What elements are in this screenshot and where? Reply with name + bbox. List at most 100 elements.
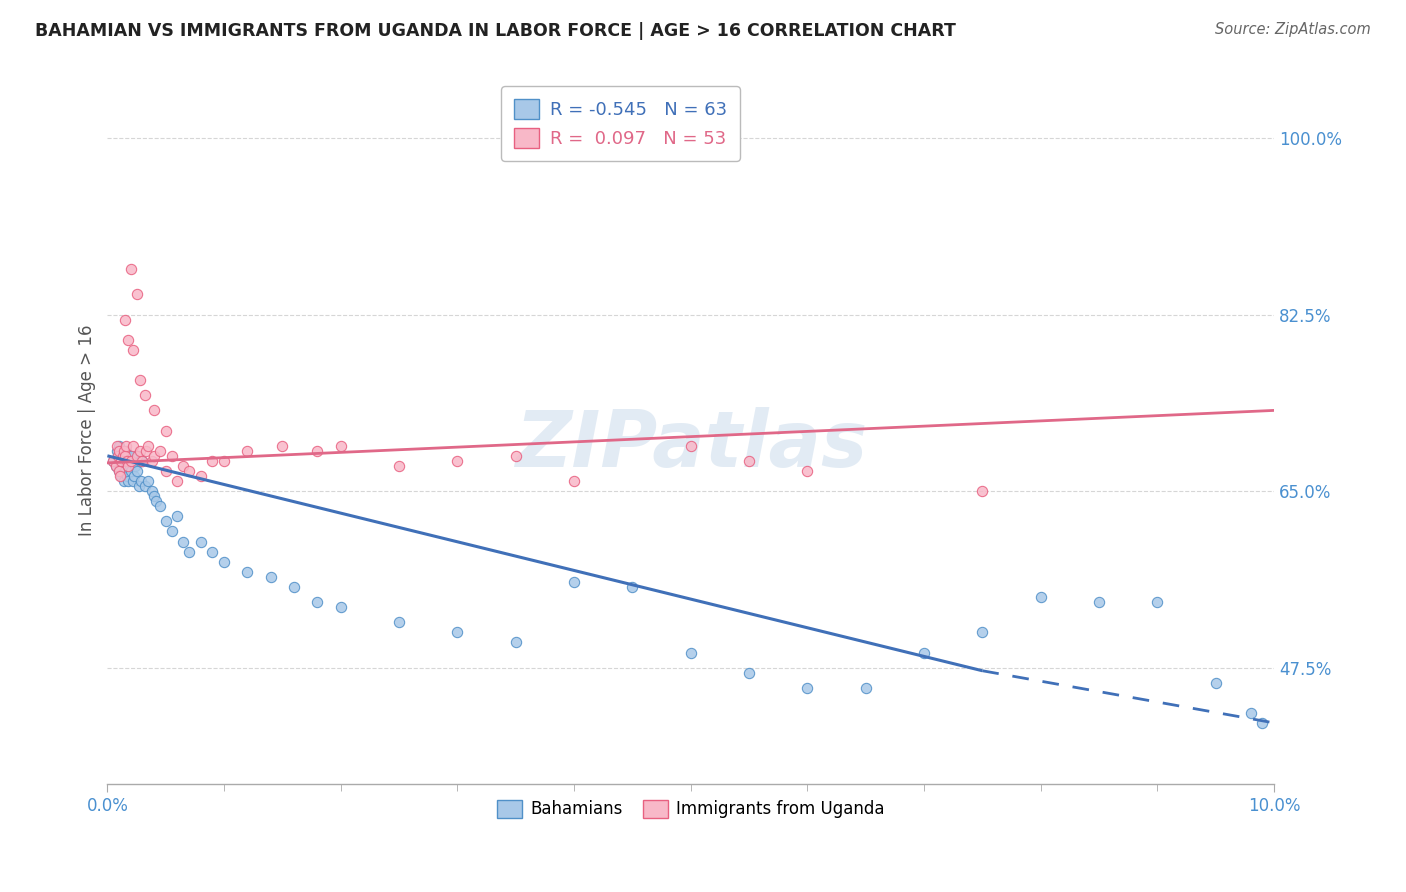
Text: Source: ZipAtlas.com: Source: ZipAtlas.com bbox=[1215, 22, 1371, 37]
Point bbox=[1205, 676, 1227, 690]
Point bbox=[972, 484, 994, 499]
Point bbox=[141, 484, 163, 499]
Point bbox=[172, 534, 194, 549]
Point bbox=[446, 625, 468, 640]
Point bbox=[104, 458, 127, 473]
Point bbox=[260, 570, 283, 584]
Point bbox=[124, 458, 146, 473]
Point bbox=[108, 443, 131, 458]
Point bbox=[621, 580, 644, 594]
Point bbox=[190, 469, 212, 483]
Point bbox=[117, 458, 139, 473]
Point bbox=[796, 464, 818, 478]
Point bbox=[105, 443, 128, 458]
Point bbox=[127, 449, 149, 463]
Point bbox=[177, 464, 200, 478]
Point bbox=[149, 500, 172, 514]
Point bbox=[562, 574, 585, 589]
Point bbox=[108, 464, 131, 478]
Point bbox=[115, 439, 138, 453]
Point bbox=[115, 443, 138, 458]
Point bbox=[104, 458, 127, 473]
Point bbox=[166, 474, 188, 488]
Point bbox=[125, 464, 148, 478]
Point bbox=[562, 474, 585, 488]
Point bbox=[120, 464, 142, 478]
Point bbox=[120, 454, 142, 468]
Point bbox=[110, 469, 132, 483]
Point bbox=[155, 515, 177, 529]
Point bbox=[120, 262, 142, 277]
Point bbox=[160, 449, 183, 463]
Point bbox=[122, 343, 145, 357]
Point bbox=[329, 600, 352, 615]
Point bbox=[129, 454, 152, 468]
Point bbox=[190, 534, 212, 549]
Legend: Bahamians, Immigrants from Uganda: Bahamians, Immigrants from Uganda bbox=[491, 793, 891, 825]
Point bbox=[446, 454, 468, 468]
Point bbox=[115, 454, 138, 468]
Point bbox=[103, 454, 125, 468]
Point bbox=[134, 388, 156, 402]
Point bbox=[143, 449, 166, 463]
Point bbox=[108, 439, 131, 453]
Point bbox=[114, 454, 136, 468]
Point bbox=[122, 439, 145, 453]
Point bbox=[505, 635, 527, 649]
Point bbox=[307, 443, 329, 458]
Point bbox=[107, 449, 129, 463]
Point bbox=[155, 424, 177, 438]
Point bbox=[111, 449, 134, 463]
Point bbox=[122, 474, 145, 488]
Point bbox=[201, 454, 224, 468]
Point bbox=[679, 439, 702, 453]
Point bbox=[120, 449, 142, 463]
Point bbox=[129, 474, 152, 488]
Point bbox=[141, 454, 163, 468]
Point bbox=[145, 494, 167, 508]
Point bbox=[160, 524, 183, 539]
Point bbox=[149, 443, 172, 458]
Point bbox=[283, 580, 305, 594]
Point bbox=[125, 449, 148, 463]
Point bbox=[110, 454, 132, 468]
Point bbox=[135, 443, 157, 458]
Point bbox=[134, 479, 156, 493]
Point bbox=[212, 555, 235, 569]
Y-axis label: In Labor Force | Age > 16: In Labor Force | Age > 16 bbox=[79, 325, 96, 536]
Point bbox=[129, 373, 152, 387]
Point bbox=[855, 681, 877, 695]
Point bbox=[738, 665, 761, 680]
Point bbox=[172, 458, 194, 473]
Point bbox=[738, 454, 761, 468]
Point bbox=[103, 454, 125, 468]
Point bbox=[112, 474, 135, 488]
Text: ZIPatlas: ZIPatlas bbox=[515, 407, 866, 483]
Point bbox=[796, 681, 818, 695]
Point bbox=[129, 443, 152, 458]
Point bbox=[1251, 716, 1274, 731]
Point bbox=[388, 458, 411, 473]
Point bbox=[155, 464, 177, 478]
Point bbox=[329, 439, 352, 453]
Point bbox=[117, 333, 139, 347]
Point bbox=[110, 454, 132, 468]
Point bbox=[912, 646, 935, 660]
Point bbox=[388, 615, 411, 630]
Point bbox=[1239, 706, 1261, 720]
Point bbox=[505, 449, 527, 463]
Point bbox=[128, 479, 150, 493]
Point bbox=[271, 439, 294, 453]
Point bbox=[131, 454, 153, 468]
Point bbox=[110, 469, 132, 483]
Point bbox=[118, 458, 141, 473]
Point bbox=[212, 454, 235, 468]
Point bbox=[112, 443, 135, 458]
Point bbox=[143, 403, 166, 417]
Point bbox=[201, 544, 224, 558]
Point bbox=[236, 565, 259, 579]
Point bbox=[1088, 595, 1111, 609]
Point bbox=[111, 449, 134, 463]
Point bbox=[1029, 590, 1052, 604]
Point bbox=[107, 449, 129, 463]
